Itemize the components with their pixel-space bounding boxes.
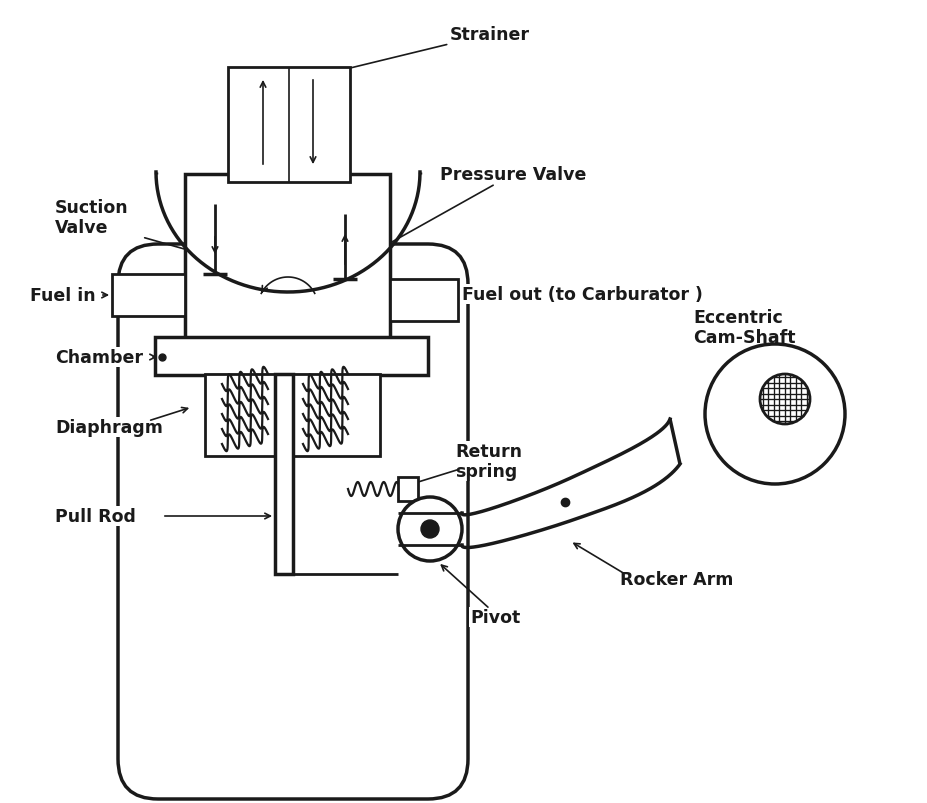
Bar [112,275,184,316]
Text: Rocker Arm: Rocker Arm [619,570,732,589]
Circle shape [421,520,438,538]
Text: Chamber: Chamber [55,349,143,366]
Bar [274,374,293,574]
Bar [398,478,417,501]
Bar [155,337,427,376]
Text: Pivot: Pivot [469,608,520,626]
Bar [205,374,379,456]
Bar [184,175,389,340]
Circle shape [705,344,844,484]
Text: Diaphragm: Diaphragm [55,418,163,437]
Text: Return
spring: Return spring [454,442,522,481]
Bar [389,279,458,321]
Text: Fuel in: Fuel in [30,287,95,304]
Text: Pressure Valve: Pressure Valve [369,165,586,255]
Text: Strainer: Strainer [310,26,529,80]
Text: Fuel out (to Carburator ): Fuel out (to Carburator ) [462,286,702,304]
Circle shape [759,374,809,425]
Text: Suction
Valve: Suction Valve [55,198,129,237]
Text: Pull Rod: Pull Rod [55,507,135,525]
Circle shape [398,497,462,561]
FancyBboxPatch shape [118,245,467,799]
Text: Eccentric
Cam-Shaft: Eccentric Cam-Shaft [692,308,794,347]
Bar [228,68,349,183]
